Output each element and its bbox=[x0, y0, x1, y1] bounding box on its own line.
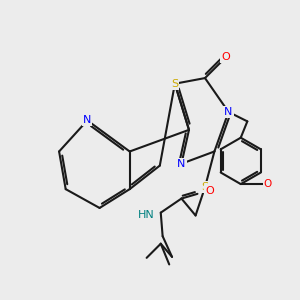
Text: N: N bbox=[83, 116, 92, 125]
Text: S: S bbox=[201, 182, 208, 192]
Text: O: O bbox=[205, 186, 214, 196]
Text: O: O bbox=[263, 179, 272, 189]
Text: N: N bbox=[177, 159, 186, 169]
Text: S: S bbox=[171, 79, 178, 89]
Text: O: O bbox=[221, 52, 230, 62]
Text: N: N bbox=[224, 107, 233, 117]
Text: HN: HN bbox=[138, 211, 155, 220]
